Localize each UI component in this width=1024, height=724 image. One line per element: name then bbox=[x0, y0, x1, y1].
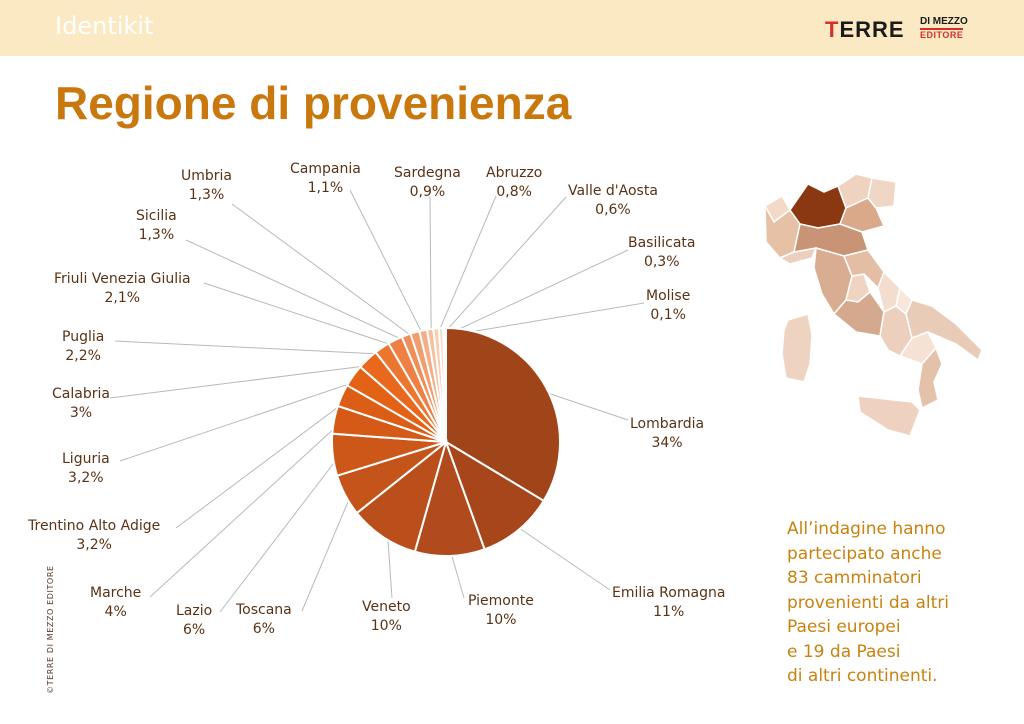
slice-label: Sicilia 1,3% bbox=[136, 208, 177, 243]
leader-line bbox=[512, 523, 611, 591]
slice-label: Lazio 6% bbox=[176, 603, 212, 638]
slice-label: Trentino Alto Adige 3,2% bbox=[27, 518, 160, 553]
brand-wordmark: TERRE bbox=[825, 17, 905, 42]
copyright-text: ©TERRE DI MEZZO EDITORE bbox=[46, 565, 55, 694]
leader-line bbox=[203, 282, 399, 348]
slice-label: Marche 4% bbox=[90, 585, 141, 620]
slice-label: Liguria 3,2% bbox=[62, 451, 110, 486]
note-text: All’indagine hanno partecipato anche 83 … bbox=[787, 517, 1007, 689]
slice-label: Basilicata 0,3% bbox=[628, 235, 696, 270]
slice-label: Toscana 6% bbox=[235, 602, 292, 637]
page-title: Regione di provenienza bbox=[55, 77, 572, 129]
leader-line bbox=[149, 420, 343, 598]
slice-label: Friuli Venezia Giulia 2,1% bbox=[54, 271, 191, 306]
map-region-lombardia bbox=[789, 183, 847, 229]
leader-line bbox=[444, 249, 629, 337]
slice-label: Emilia Romagna 11% bbox=[612, 585, 725, 620]
note-line: 83 camminatori bbox=[787, 568, 922, 588]
map-region-sardegna bbox=[781, 313, 813, 383]
leader-line bbox=[119, 379, 360, 462]
slice-label: Veneto 10% bbox=[362, 599, 411, 634]
pie-slice bbox=[445, 326, 561, 503]
note-line: partecipato anche bbox=[787, 543, 942, 564]
slice-label: Umbria 1,3% bbox=[181, 168, 232, 203]
note-line: All’indagine hanno bbox=[787, 519, 946, 539]
brand-publisher: EDITORE bbox=[920, 28, 964, 40]
slice-label: Abruzzo 0,8% bbox=[486, 165, 542, 200]
map-region-liguria bbox=[778, 247, 818, 265]
leader-line bbox=[219, 453, 342, 613]
brand-logo: TERRE DI MEZZO EDITORE bbox=[825, 16, 975, 43]
slice-label: Valle d'Aosta 0,6% bbox=[568, 183, 658, 218]
slice-label: Molise 0,1% bbox=[646, 288, 690, 323]
map-region-lazio bbox=[832, 290, 885, 337]
map-region-friuli bbox=[867, 177, 897, 209]
leader-line bbox=[538, 389, 629, 421]
note-line: e 19 da Paesi bbox=[787, 641, 901, 662]
leader-line bbox=[441, 196, 567, 337]
italy-map-illustration bbox=[763, 173, 983, 437]
slice-label: Sardegna 0,9% bbox=[394, 165, 461, 200]
leader-line bbox=[429, 195, 432, 338]
brand-subtitle: DI MEZZO bbox=[920, 16, 968, 27]
note-line: provenienti da altri bbox=[787, 592, 949, 613]
section-title: Identikit bbox=[55, 12, 154, 40]
leader-line bbox=[445, 302, 645, 337]
leader-line bbox=[109, 364, 374, 399]
leader-line bbox=[436, 195, 497, 337]
slice-label: Campania 1,1% bbox=[290, 161, 361, 196]
leader-line bbox=[114, 340, 387, 355]
header-bar: Identikit TERRE DI MEZZO EDITORE bbox=[0, 0, 1024, 56]
slice-label: Piemonte 10% bbox=[468, 593, 534, 628]
slice-label: Lombardia 34% bbox=[630, 416, 704, 451]
note-line: Paesi europei bbox=[787, 617, 901, 637]
slice-label: Puglia 2,2% bbox=[62, 329, 104, 364]
leader-line bbox=[301, 491, 353, 612]
map-region-sicilia bbox=[857, 395, 921, 437]
map-region-calabria bbox=[917, 346, 943, 410]
leader-line bbox=[231, 203, 418, 341]
leader-line bbox=[175, 398, 350, 529]
pie-slice bbox=[444, 326, 447, 443]
pie-slice bbox=[444, 439, 546, 551]
slice-label: Calabria 3% bbox=[52, 386, 110, 421]
leader-line bbox=[185, 239, 410, 344]
note-line: di altri continenti. bbox=[787, 666, 938, 686]
leader-line bbox=[349, 189, 426, 339]
